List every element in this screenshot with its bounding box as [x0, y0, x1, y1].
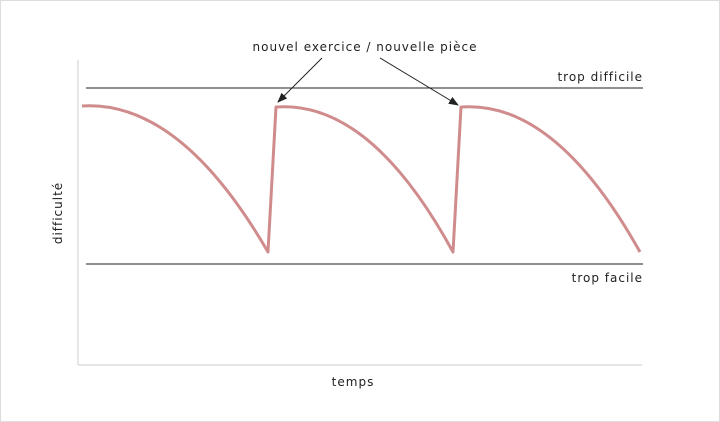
arrow — [277, 57, 323, 103]
annotation: nouvel exercice / nouvelle pièce — [253, 40, 478, 54]
x-axis-label: temps — [332, 375, 375, 389]
y-axis-label: difficulté — [51, 182, 65, 244]
upper-label: trop difficile — [557, 70, 643, 84]
arrow — [379, 57, 459, 106]
lower-label: trop facile — [572, 271, 643, 285]
difficulty-curve — [81, 104, 642, 254]
